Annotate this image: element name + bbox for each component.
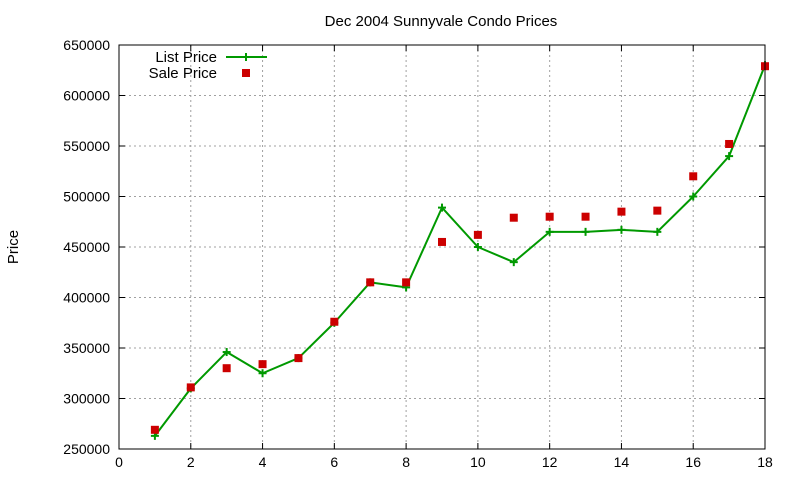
x-tick-label-1: 2 — [187, 454, 195, 470]
y-tick-label-8: 650000 — [63, 37, 110, 53]
data-point-13 — [617, 225, 626, 234]
y-tick-label-3: 400000 — [63, 290, 110, 306]
data-point-9 — [473, 243, 482, 251]
data-point-3 — [258, 369, 267, 378]
data-point-3 — [258, 360, 267, 369]
data-point-6 — [366, 278, 375, 287]
data-point-2 — [222, 364, 231, 373]
x-tick-label-4: 8 — [402, 454, 410, 470]
x-tick-label-0: 0 — [115, 454, 123, 470]
series-sale-price — [150, 62, 769, 434]
x-tick-label-7: 14 — [614, 454, 630, 470]
y-tick-label-7: 600000 — [63, 88, 110, 104]
x-tick-label-5: 10 — [470, 454, 486, 470]
data-point-5 — [330, 317, 339, 326]
x-tick-label-3: 6 — [330, 454, 338, 470]
y-tick-label-2: 350000 — [63, 340, 110, 356]
plot-frame — [118, 44, 766, 450]
data-point-10 — [509, 258, 518, 267]
data-point-13 — [617, 207, 626, 216]
data-series — [150, 61, 769, 440]
legend-marker-1 — [242, 69, 250, 77]
series-list-price — [150, 61, 769, 440]
data-point-16 — [725, 152, 734, 161]
data-point-4 — [294, 354, 303, 363]
data-point-15 — [689, 192, 698, 201]
data-point-14 — [653, 206, 662, 215]
data-point-12 — [581, 227, 590, 236]
y-axis-label: Price — [5, 230, 22, 264]
data-point-11 — [545, 212, 554, 221]
x-tick-label-6: 12 — [542, 454, 558, 470]
tick-labels: 0 2 4 6 8 10 12 14 16 18 250000 300000 350000 400000 4… — [63, 37, 773, 470]
series-line — [154, 64, 766, 437]
legend-label-0: List Price — [155, 49, 217, 66]
data-point-9 — [473, 230, 482, 239]
data-point-8 — [438, 203, 446, 212]
data-point-1 — [186, 383, 195, 392]
legend-label-1: Sale Price — [149, 65, 217, 82]
y-tick-label-5: 500000 — [63, 189, 110, 205]
data-point-12 — [581, 212, 590, 221]
legend-marker-0 — [242, 53, 250, 61]
grid-lines — [119, 45, 765, 449]
y-tick-label-0: 250000 — [63, 441, 110, 457]
data-point-8 — [438, 237, 446, 246]
data-point-10 — [509, 213, 518, 222]
chart-title: Dec 2004 Sunnyvale Condo Prices — [325, 13, 558, 30]
y-tick-label-4: 450000 — [63, 239, 110, 255]
data-point-14 — [653, 227, 662, 236]
data-point-7 — [402, 278, 411, 287]
y-tick-label-1: 300000 — [63, 391, 110, 407]
data-point-0 — [150, 425, 159, 434]
x-tick-label-8: 16 — [685, 454, 701, 470]
x-tick-label-9: 18 — [757, 454, 773, 470]
y-tick-label-6: 550000 — [63, 138, 110, 154]
data-point-16 — [725, 139, 734, 148]
data-point-2 — [222, 348, 231, 357]
x-tick-label-2: 4 — [259, 454, 267, 470]
data-point-15 — [689, 172, 698, 181]
data-point-11 — [545, 227, 554, 236]
